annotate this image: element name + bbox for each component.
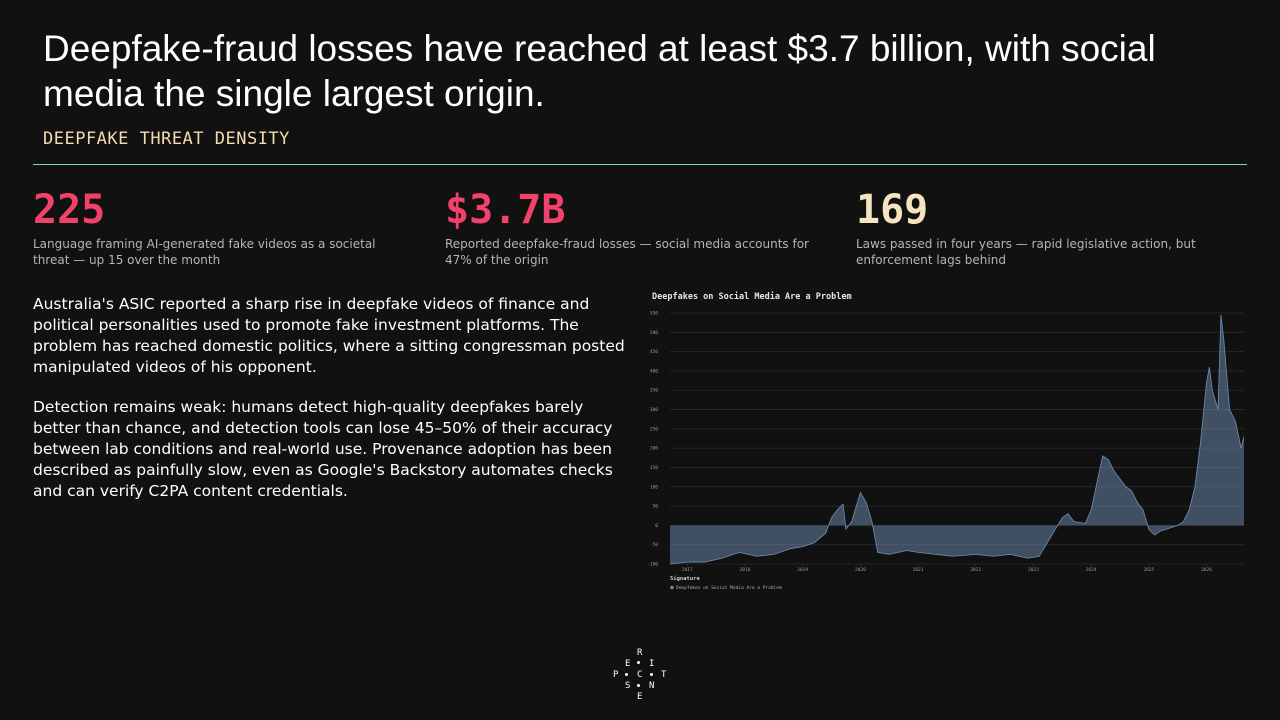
line bbox=[669, 314, 1245, 565]
divider bbox=[33, 164, 1247, 165]
logo-dot bbox=[650, 673, 653, 676]
x-tick-label: 2017 bbox=[682, 567, 693, 573]
x-tick-label: 2026 bbox=[1201, 567, 1212, 573]
logo-dot bbox=[625, 673, 628, 676]
stat-text: Language framing AI-generated fake video… bbox=[33, 237, 376, 267]
chart-title: Deepfakes on Social Media Are a Problem bbox=[652, 291, 852, 302]
area bbox=[670, 314, 1244, 564]
x-tick-label: 2023 bbox=[1028, 567, 1039, 573]
y-tick-label: 200 bbox=[650, 446, 658, 452]
y-tick-label: 350 bbox=[650, 388, 658, 394]
legend-entry: Deepfakes on Social Media Are a Problem bbox=[676, 585, 782, 591]
y-tick-label: -100 bbox=[647, 562, 658, 568]
legend-title: Signature bbox=[670, 576, 700, 582]
subtitle: DEEPFAKE THREAT DENSITY bbox=[43, 129, 290, 149]
logo: R E I P C T S N E bbox=[605, 648, 675, 703]
logo-letter: I bbox=[649, 659, 655, 669]
logo-letter: P bbox=[613, 670, 619, 680]
y-tick-label: -50 bbox=[650, 542, 658, 548]
logo-letter: N bbox=[649, 681, 655, 691]
logo-letter: E bbox=[625, 659, 631, 669]
x-tick-label: 2022 bbox=[970, 567, 981, 573]
stat: 169 Laws passed in four years — rapid leg… bbox=[856, 188, 1226, 268]
stat-text: Reported deepfake-fraud losses — social … bbox=[445, 237, 809, 267]
y-tick-label: 150 bbox=[650, 465, 658, 471]
x-tick-label: 2024 bbox=[1086, 567, 1097, 573]
stat-value: 225 bbox=[33, 187, 106, 233]
logo-letter: E bbox=[637, 692, 643, 702]
paragraph: Detection remains weak: humans detect hi… bbox=[33, 398, 613, 500]
y-tick-label: 300 bbox=[650, 407, 658, 413]
logo-letter: R bbox=[637, 648, 643, 658]
x-tick-label: 2021 bbox=[913, 567, 924, 573]
legend-swatch bbox=[670, 585, 674, 590]
y-tick-label: 550 bbox=[650, 311, 658, 317]
y-tick-label: 50 bbox=[653, 504, 659, 510]
stat: $3.7B Reported deepfake-fraud losses — so… bbox=[445, 188, 815, 268]
x-tick-label: 2020 bbox=[855, 567, 866, 573]
y-tick-label: 400 bbox=[650, 368, 658, 374]
y-tick-label: 0 bbox=[655, 523, 658, 529]
y-tick-label: 100 bbox=[650, 484, 658, 490]
logo-dot bbox=[637, 684, 640, 687]
stat: 225 Language framing AI-generated fake vi… bbox=[33, 188, 403, 268]
stat-text: Laws passed in four years — rapid legisl… bbox=[856, 237, 1196, 267]
logo-letter: S bbox=[625, 681, 631, 691]
x-tick-label: 2025 bbox=[1143, 567, 1154, 573]
stat-value: 169 bbox=[856, 187, 929, 233]
y-tick-label: 450 bbox=[650, 349, 658, 355]
chart: Deepfakes on Social Media Are a Problem … bbox=[647, 291, 1245, 591]
logo-dot bbox=[637, 661, 640, 664]
y-tick-label: 500 bbox=[650, 330, 658, 336]
stat-value: $3.7B bbox=[445, 187, 566, 233]
headline: Deepfake-fraud losses have reached at le… bbox=[43, 28, 1156, 114]
logo-letter: T bbox=[661, 670, 667, 680]
x-tick-label: 2018 bbox=[740, 567, 751, 573]
paragraph: Australia's ASIC reported a sharp rise i… bbox=[33, 295, 625, 376]
logo-letter: C bbox=[637, 670, 643, 680]
x-tick-label: 2019 bbox=[797, 567, 808, 573]
y-tick-label: 250 bbox=[650, 426, 658, 432]
